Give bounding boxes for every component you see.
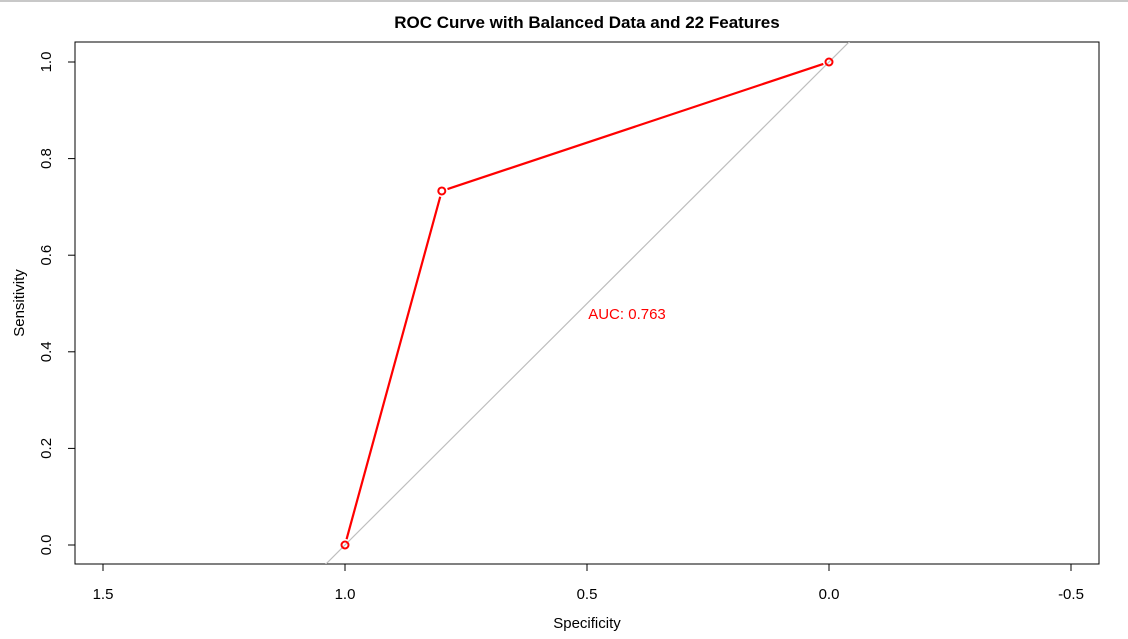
- auc-annotation: AUC: 0.763: [588, 306, 666, 323]
- x-axis-label: Specificity: [553, 615, 621, 632]
- plot-area: [325, 42, 850, 564]
- y-tick-label: 0.4: [38, 341, 55, 362]
- y-tick-label: 1.0: [38, 52, 55, 73]
- y-tick-label: 0.0: [38, 535, 55, 556]
- roc-point: [340, 540, 350, 550]
- window-top-border: [0, 0, 1128, 2]
- roc-curve-segment: [447, 62, 824, 191]
- y-axis: 0.0 0.2 0.4 0.6 0.8 1.0: [38, 52, 76, 556]
- x-tick-label: -0.5: [1058, 586, 1084, 603]
- x-tick-label: 0.0: [819, 586, 840, 603]
- y-axis-label: Sensitivity: [11, 269, 28, 337]
- roc-point: [824, 57, 834, 67]
- x-tick-label: 1.5: [93, 586, 114, 603]
- x-tick-label: 0.5: [577, 586, 598, 603]
- x-axis: 1.5 1.0 0.5 0.0 -0.5: [93, 563, 1084, 603]
- y-tick-label: 0.6: [38, 245, 55, 266]
- chart-title: ROC Curve with Balanced Data and 22 Feat…: [394, 13, 779, 32]
- y-tick-label: 0.2: [38, 438, 55, 459]
- x-tick-label: 1.0: [335, 586, 356, 603]
- roc-curve-segment: [345, 196, 442, 540]
- reference-diagonal-line: [325, 42, 850, 564]
- roc-point: [437, 186, 447, 196]
- y-tick-label: 0.8: [38, 148, 55, 169]
